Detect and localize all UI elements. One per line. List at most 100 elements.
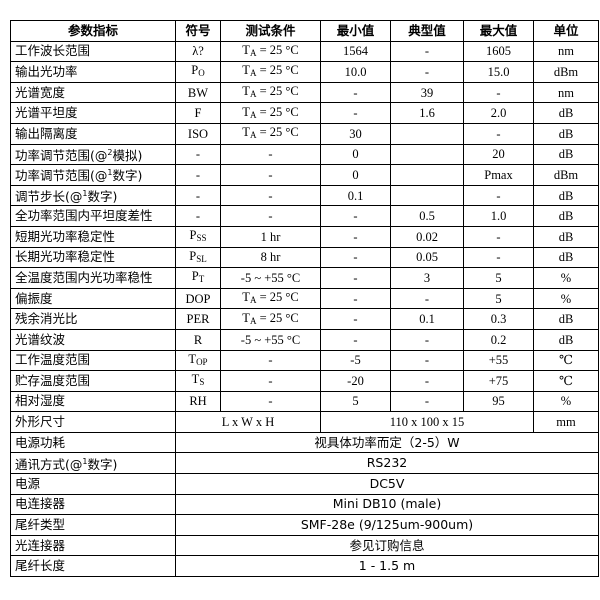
header-symbol: 符号 (175, 20, 221, 42)
min-cell: 5 (320, 390, 391, 413)
symbol-cell: F (175, 102, 221, 124)
condition-cell-rest: = 25 °C (256, 125, 299, 140)
header-unit: 单位 (533, 20, 599, 42)
unit-cell: dB (533, 143, 599, 166)
unit-cell: mm (533, 411, 599, 433)
merged-value: 参见订购信息 (175, 534, 599, 557)
unit-cell: dB (533, 246, 599, 269)
typ-cell: - (390, 349, 464, 372)
param-text: 光谱宽度 (15, 84, 66, 100)
param-cell: 电连接器 (10, 493, 176, 516)
symbol-cell-base: DOP (185, 291, 211, 306)
max-cell: +55 (463, 349, 534, 372)
min-cell: - (320, 225, 391, 248)
unit-cell: % (533, 267, 599, 289)
unit-cell: dB (533, 184, 599, 207)
condition-cell: TA = 25 °C (220, 61, 321, 83)
param-text: 尾纤类型 (15, 517, 66, 533)
param-cell: 电源 (10, 473, 176, 495)
spec-row: 光谱宽度 BW TA = 25 °C -39- nm (10, 81, 599, 104)
min-cell: - (320, 267, 391, 289)
symbol-cell-base: BW (187, 85, 209, 100)
dimensions-row: 外形尺寸 L x W x H 110 x 100 x 15 mm (10, 411, 599, 433)
condition-cell-base: - (268, 209, 273, 224)
condition-cell-base: T (242, 310, 250, 325)
condition-cell-subscript: A (249, 68, 257, 79)
condition-cell-rest: = 25 °C (256, 290, 299, 305)
param-text: 数字) (87, 189, 118, 205)
merged-value: DC5V (175, 473, 599, 495)
symbol-cell: R (175, 328, 221, 351)
param-cell: 输出隔离度 (10, 122, 176, 145)
condition-cell: - (220, 164, 321, 186)
condition-cell: TA = 25 °C (220, 102, 321, 124)
min-cell: - (320, 246, 391, 269)
symbol-cell-base: P (189, 228, 197, 243)
spec-row: 相对湿度 RH -5-95% (10, 390, 599, 413)
symbol-cell-base: - (195, 209, 201, 224)
max-cell: +75 (463, 370, 534, 392)
unit-cell: dB (533, 205, 599, 227)
condition-cell-base: T (242, 125, 250, 140)
typ-cell: - (390, 328, 464, 351)
condition-cell: - (220, 205, 321, 227)
param-cell: 尾纤长度 (10, 555, 176, 578)
footnote-marker: 1 (82, 189, 88, 199)
spec-row: 贮存温度范围 TS - -20- +75 ℃ (10, 370, 599, 392)
symbol-cell: PSS (175, 225, 221, 248)
condition-cell-base: - (268, 147, 273, 162)
condition-cell-base: - (268, 373, 273, 388)
spec-row: 功率调节范围(@1数字) - - 0 Pmax dBm (10, 164, 599, 186)
condition-cell: - (220, 390, 321, 413)
symbol-cell: TS (175, 370, 221, 392)
typ-cell: 0.02 (390, 225, 464, 248)
max-cell: - (463, 184, 534, 207)
condition-cell-subscript: A (249, 47, 257, 58)
unit-cell: dB (533, 225, 599, 248)
symbol-cell-base: P (191, 269, 199, 284)
param-text: 工作波长范围 (15, 43, 91, 59)
param-cell: 光连接器 (10, 534, 176, 557)
symbol-cell-base: P (189, 248, 197, 263)
condition-cell: TA = 25 °C (220, 287, 321, 310)
max-cell: 5 (463, 287, 534, 310)
condition-cell-base: 8 hr (260, 250, 281, 265)
spec-row: 偏振度 DOP TA = 25 °C - -5% (10, 287, 599, 310)
symbol-cell: ISO (175, 122, 221, 145)
condition-cell-base: -5 ~ +55 °C (240, 270, 301, 285)
merged-value: Mini DB10 (male) (175, 493, 599, 516)
condition-cell-base: T (242, 63, 250, 78)
header-condition: 测试条件 (220, 20, 321, 42)
param-text: 光谱平坦度 (15, 105, 78, 121)
typ-cell (390, 184, 464, 207)
merged-row: 通讯方式(@1数字) RS232 (10, 452, 599, 475)
unit-cell: nm (533, 81, 599, 104)
symbol-cell: DOP (175, 287, 221, 310)
condition-cell-subscript: A (249, 315, 257, 326)
symbol-cell: PSL (175, 246, 221, 269)
merged-row: 电源 DC5V (10, 473, 599, 495)
condition-cell-subscript: A (249, 89, 257, 100)
max-cell: - (463, 225, 534, 248)
param-cell: 功率调节范围(@2模拟) (10, 143, 176, 166)
param-cell: 输出光功率 (10, 61, 176, 83)
typ-cell: - (390, 61, 464, 83)
condition-cell-rest: = 25 °C (256, 104, 299, 119)
param-cell: 相对湿度 (10, 390, 176, 413)
symbol-cell-base: - (195, 147, 201, 162)
condition-cell-rest: = 25 °C (256, 63, 299, 78)
min-cell: - (320, 328, 391, 351)
header-param: 参数指标 (10, 20, 176, 42)
param-cell: 外形尺寸 (10, 411, 176, 433)
param-cell: 尾纤类型 (10, 514, 176, 536)
merged-value: SMF-28e (9/125um-900um) (175, 514, 599, 536)
condition-cell-subscript: A (249, 295, 257, 306)
symbol-cell: RH (175, 390, 221, 413)
symbol-cell-base: T (191, 372, 200, 387)
min-cell: -5 (320, 349, 391, 372)
min-cell: 10.0 (320, 61, 391, 83)
condition-cell-base: T (242, 84, 250, 99)
symbol-cell-base: PER (186, 312, 210, 327)
max-cell: 2.0 (463, 102, 534, 124)
unit-cell: dB (533, 308, 599, 330)
